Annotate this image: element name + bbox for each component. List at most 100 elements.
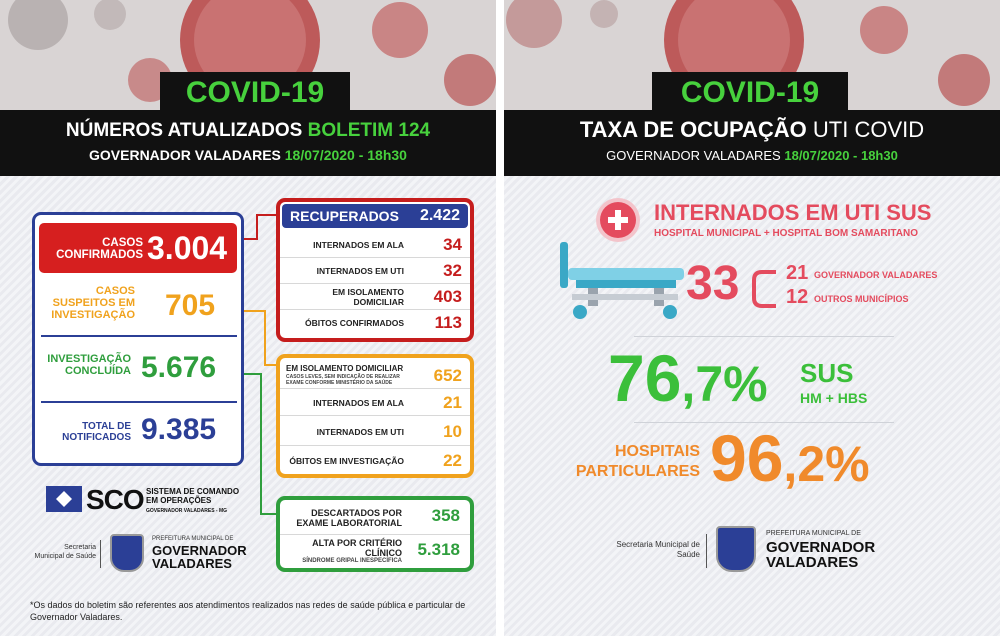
private-label: HOSPITAIS PARTICULARES — [560, 442, 700, 482]
divider — [280, 388, 470, 389]
private-label-line1: HOSPITAIS — [614, 443, 700, 460]
list-item: EM ISOLAMENTO DOMICILIAR 403 — [280, 284, 470, 310]
sco-flag-icon — [46, 486, 82, 512]
discarded-value: 358 — [431, 506, 460, 525]
divider — [634, 422, 894, 423]
row-label: INTERNADOS EM ALA — [313, 397, 404, 408]
sus-label: SUS — [800, 358, 854, 388]
prefeitura-line2: VALADARES — [766, 554, 859, 571]
recovered-card: RECUPERADOS 2.422 INTERNADOS EM ALA 34 I… — [276, 198, 474, 342]
discarded-label: DESCARTADOS POR EXAME LABORATORIAL — [296, 508, 402, 528]
divider — [100, 540, 101, 568]
prefeitura-line2: VALADARES — [152, 556, 232, 571]
list-item: INTERNADOS EM UTI 10 — [280, 418, 470, 446]
header-prefix: NÚMEROS ATUALIZADOS — [65, 120, 303, 141]
covid-title: COVID-19 — [160, 72, 350, 114]
divider — [41, 335, 237, 337]
list-item: INTERNADOS EM ALA 21 — [280, 390, 470, 416]
header-line1: NÚMEROS ATUALIZADOS BOLETIM 124 — [0, 120, 496, 142]
secretaria-text: Secretaria Municipal de Saúde — [616, 540, 700, 559]
recovered-value: 2.422 — [419, 207, 460, 224]
prefeitura-name: GOVERNADOR VALADARES — [766, 540, 875, 570]
uti-title: INTERNADOS EM UTI SUS — [654, 200, 932, 225]
isolation-sublabel: CASOS LEVES, SEM INDICAÇÃO DE REALIZAR E… — [286, 374, 400, 386]
uti-total: 33 — [686, 257, 740, 310]
boletim-number: BOLETIM 124 — [307, 120, 431, 141]
discharge-sublabel: SÍNDROME GRIPAL INESPECÍFICA — [302, 558, 402, 564]
prefeitura-line1: GOVERNADOR — [152, 543, 247, 558]
prefeitura-small: PREFEITURA MUNICIPAL DE — [766, 530, 861, 537]
divider — [280, 534, 470, 535]
uti-subtitle: HOSPITAL MUNICIPAL + HOSPITAL BOM SAMARI… — [654, 228, 918, 239]
split-bracket-icon — [752, 270, 776, 308]
private-int: 96 — [710, 421, 784, 495]
other-value: 12 — [786, 286, 809, 308]
discharge-label: ALTA POR CRITÉRIO CLÍNICO — [312, 538, 402, 558]
investigation-value: 5.676 — [141, 351, 217, 384]
prefeitura-line1: GOVERNADOR — [766, 539, 876, 556]
city-crest-icon — [716, 526, 756, 572]
sco-name-line1: SISTEMA DE COMANDO — [146, 487, 240, 496]
header-bold: TAXA DE OCUPAÇÃO — [579, 117, 807, 142]
medical-cross-icon — [600, 202, 636, 238]
suspects-value: 705 — [165, 289, 216, 322]
connector-red — [256, 214, 276, 216]
suspects-detail-card: EM ISOLAMENTO DOMICILIAR CASOS LEVES, SE… — [276, 354, 474, 478]
virus-background-icon — [0, 0, 496, 110]
city-crest-icon — [110, 534, 144, 572]
list-item: ÓBITOS CONFIRMADOS 113 — [280, 310, 470, 336]
sus-dec: ,7% — [681, 356, 768, 412]
sus-rate: 76,7% — [608, 340, 768, 416]
sco-name-line2: EM OPERAÇÕES — [146, 496, 212, 505]
sco-name: SISTEMA DE COMANDO EM OPERAÇÕES GOVERNAD… — [146, 487, 239, 516]
hospital-bed-icon — [560, 242, 684, 319]
private-label-line2: PARTICULARES — [575, 463, 700, 480]
confirmed-value: 3.004 — [147, 230, 228, 266]
row-label: INTERNADOS EM UTI — [316, 426, 404, 437]
header-line2: GOVERNADOR VALADARES 18/07/2020 - 18h30 — [0, 147, 496, 163]
private-rate: 96,2% — [710, 420, 870, 496]
uti-panel: COVID-19 TAXA DE OCUPAÇÃO UTI COVID GOVE… — [504, 0, 1000, 636]
isolation-label: EM ISOLAMENTO DOMICILIAR — [286, 364, 404, 373]
gv-label: GOVERNADOR VALADARES — [814, 270, 938, 280]
connector-orange — [264, 310, 266, 366]
gv-value: 21 — [786, 262, 809, 284]
main-stats-card: CASOS CONFIRMADOS 3.004 CASOS SUSPEITOS … — [32, 212, 244, 466]
bulletin-date: 18/07/2020 - 18h30 — [284, 147, 407, 163]
suspects-label: CASOS SUSPEITOS EM INVESTIGAÇÃO — [51, 285, 135, 321]
divider — [634, 336, 894, 337]
sus-sub: HM + HBS — [800, 390, 868, 406]
row-label: INTERNADOS EM UTI — [316, 265, 404, 276]
row-value: 21 — [443, 392, 462, 412]
row-value: 113 — [434, 313, 462, 332]
header-line2: GOVERNADOR VALADARES 18/07/2020 - 18h30 — [504, 148, 1000, 163]
isolation-value: 652 — [433, 366, 462, 385]
header-line1: TAXA DE OCUPAÇÃO UTI COVID — [504, 117, 1000, 143]
connector-orange — [264, 364, 276, 366]
connector-red — [256, 214, 258, 240]
secretaria-text: Secretaria Municipal de Saúde — [34, 544, 97, 560]
list-item: INTERNADOS EM ALA 34 — [280, 232, 470, 258]
recovered-header: RECUPERADOS 2.422 — [282, 204, 468, 228]
concluded-detail-card: DESCARTADOS POR EXAME LABORATORIAL 358 A… — [276, 496, 474, 572]
recovered-label: RECUPERADOS — [290, 208, 399, 224]
divider — [706, 534, 707, 568]
boletim-panel: COVID-19 NÚMEROS ATUALIZADOS BOLETIM 124… — [0, 0, 496, 636]
sco-abbr: SCO — [86, 484, 145, 515]
connector-red — [244, 238, 258, 240]
notified-value: 9.385 — [141, 413, 217, 446]
row-value: 22 — [443, 451, 462, 470]
list-item: ÓBITOS EM INVESTIGAÇÃO 22 — [280, 448, 470, 474]
private-dec: ,2% — [783, 436, 870, 492]
row-label: ÓBITOS EM INVESTIGAÇÃO — [289, 456, 404, 466]
row-value: 34 — [443, 234, 462, 254]
confirmed-box: CASOS CONFIRMADOS 3.004 — [39, 223, 237, 273]
bulletin-date: 18/07/2020 - 18h30 — [784, 148, 898, 163]
sco-sub: GOVERNADOR VALADARES - MG — [146, 508, 228, 514]
investigation-label: INVESTIGAÇÃO CONCLUÍDA — [47, 353, 131, 377]
divider — [41, 401, 237, 403]
list-item: INTERNADOS EM UTI 32 — [280, 258, 470, 284]
connector-green — [260, 373, 262, 515]
row-label: INTERNADOS EM ALA — [313, 239, 404, 250]
other-label: OUTROS MUNICÍPIOS — [814, 294, 909, 304]
